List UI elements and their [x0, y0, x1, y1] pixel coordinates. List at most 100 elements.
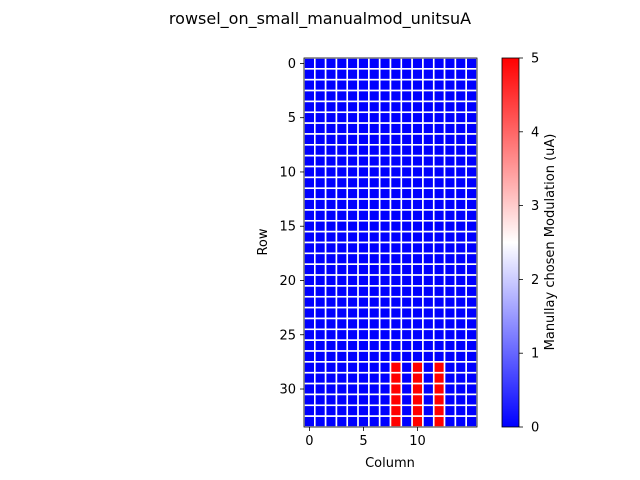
heatmap-cell	[357, 57, 370, 70]
heatmap-cell	[400, 274, 413, 287]
heatmap-cell	[443, 371, 457, 385]
x-axis-label: Column	[365, 456, 415, 471]
heatmap-cell	[422, 133, 435, 146]
heatmap-cell	[303, 339, 316, 352]
heatmap-cell	[422, 187, 435, 200]
heatmap-cell	[432, 252, 446, 266]
colorbar	[501, 57, 520, 428]
heatmap-cell	[357, 382, 370, 396]
heatmap-cell	[314, 306, 327, 320]
heatmap-cell	[454, 100, 467, 114]
heatmap-cell	[422, 230, 435, 244]
heatmap-cell	[411, 274, 424, 287]
heatmap-cell	[303, 68, 316, 81]
heatmap-cell	[465, 350, 478, 363]
heatmap-cell	[454, 339, 467, 352]
heatmap-cell	[454, 122, 467, 135]
heatmap-cell	[422, 382, 435, 396]
heatmap-cell	[314, 415, 327, 428]
heatmap-cell	[443, 263, 457, 276]
heatmap-cell	[324, 371, 338, 385]
heatmap-cell	[368, 393, 381, 407]
heatmap-cell	[368, 133, 381, 146]
heatmap-cell	[411, 252, 424, 266]
heatmap-cell	[443, 285, 457, 298]
heatmap-cell	[324, 350, 338, 363]
heatmap-cell	[400, 111, 413, 124]
heatmap-cell	[303, 111, 316, 124]
heatmap-cell	[357, 415, 370, 428]
heatmap-cell	[411, 361, 424, 374]
heatmap-cell	[324, 209, 338, 222]
y-tick-label: 10	[279, 165, 296, 180]
heatmap-cell	[411, 219, 424, 233]
heatmap-cell	[368, 415, 381, 428]
heatmap-cell	[335, 361, 349, 374]
heatmap-cell	[324, 306, 338, 320]
heatmap-cell	[378, 415, 392, 428]
heatmap-cell	[400, 176, 413, 190]
heatmap-cell	[432, 144, 446, 157]
heatmap-cell	[324, 165, 338, 179]
heatmap-cell	[432, 350, 446, 363]
heatmap-cell	[335, 350, 349, 363]
heatmap-cell	[422, 361, 435, 374]
heatmap-cell	[400, 219, 413, 233]
heatmap-cell	[465, 285, 478, 298]
heatmap-cell	[400, 252, 413, 266]
heatmap-cell	[346, 285, 359, 298]
heatmap-cell	[422, 122, 435, 135]
heatmap-cell	[324, 328, 338, 341]
heatmap-cell	[411, 339, 424, 352]
heatmap-cell	[454, 144, 467, 157]
heatmap-cell	[303, 219, 316, 233]
heatmap-cell	[335, 122, 349, 135]
heatmap-cell	[357, 295, 370, 309]
heatmap-cell	[378, 285, 392, 298]
heatmap-cell	[465, 306, 478, 320]
heatmap-cell	[400, 328, 413, 341]
heatmap-cell	[346, 57, 359, 70]
heatmap-cell	[443, 176, 457, 190]
heatmap-cell	[411, 100, 424, 114]
heatmap-cell	[454, 198, 467, 211]
heatmap-cell	[368, 274, 381, 287]
heatmap-cell	[324, 187, 338, 200]
heatmap-cell	[432, 219, 446, 233]
heatmap-cell	[303, 252, 316, 266]
heatmap-cell	[378, 122, 392, 135]
heatmap-cell	[411, 371, 424, 385]
y-tick-label: 30	[279, 383, 296, 398]
heatmap-cell	[454, 306, 467, 320]
heatmap-cell	[378, 176, 392, 190]
heatmap-cell	[368, 219, 381, 233]
y-axis: 0 5 10 15 20 25 30	[279, 57, 304, 398]
heatmap-cell	[314, 317, 327, 331]
heatmap-cell	[303, 57, 316, 70]
heatmap-cell	[346, 89, 359, 103]
heatmap-cell	[314, 371, 327, 385]
heatmap-cell	[411, 176, 424, 190]
heatmap-cell	[389, 252, 403, 266]
heatmap-cell	[324, 393, 338, 407]
heatmap-cell	[454, 241, 467, 255]
heatmap-cell	[335, 404, 349, 417]
heatmap-cell	[357, 78, 370, 92]
heatmap-cell	[454, 404, 467, 417]
heatmap-cell	[400, 209, 413, 222]
heatmap-cell	[303, 415, 316, 428]
heatmap-cell	[314, 68, 327, 81]
heatmap-cell	[346, 154, 359, 168]
heatmap-cell	[314, 165, 327, 179]
heatmap-cell	[389, 89, 403, 103]
heatmap-cell	[465, 209, 478, 222]
heatmap-cell	[454, 89, 467, 103]
heatmap-cell	[368, 306, 381, 320]
heatmap-cell	[335, 339, 349, 352]
heatmap-cell	[443, 339, 457, 352]
heatmap-cell	[389, 165, 403, 179]
heatmap-cell	[368, 252, 381, 266]
heatmap-cell	[324, 133, 338, 146]
heatmap-cell	[368, 198, 381, 211]
heatmap-cell	[335, 78, 349, 92]
